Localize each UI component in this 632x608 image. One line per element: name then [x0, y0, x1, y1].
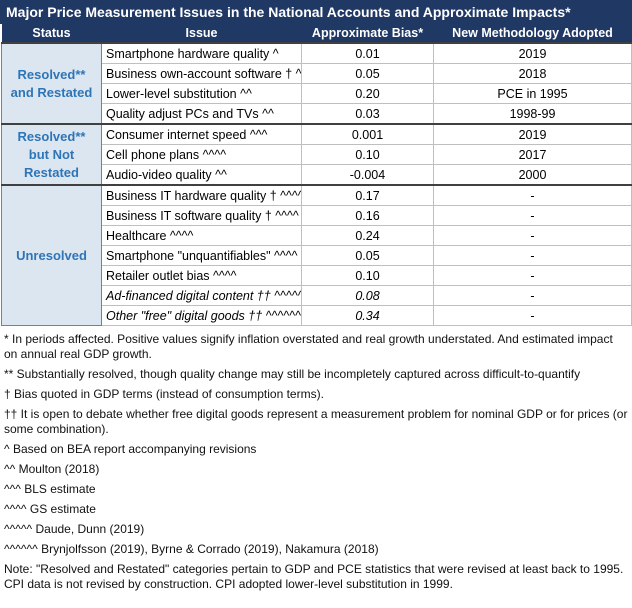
header-cell: Issue [101, 24, 302, 43]
status-cell: Resolved** and Restated [1, 42, 102, 125]
method-cell: 2017 [433, 144, 632, 165]
method-cell: - [433, 245, 632, 266]
row: Resolved** but Not Restated Consumer inte… [1, 123, 632, 186]
bias-cell: 0.03 [301, 103, 434, 125]
issue-cell: Healthcare ^^^^ [101, 225, 302, 246]
footnote: † Bias quoted in GDP terms (instead of c… [4, 387, 324, 401]
issue-cell: Consumer internet speed ^^^ [101, 123, 302, 145]
method-cell: 2000 [433, 164, 632, 186]
row: Business IT software quality † ^^^^ 0.16- [2, 205, 632, 226]
bias-cell: 0.16 [301, 205, 434, 226]
issue-cell: Quality adjust PCs and TVs ^^ [101, 103, 302, 125]
row: Audio-video quality ^^ -0.004 2000 [2, 164, 632, 186]
bias-cell: -0.004 [301, 164, 434, 186]
footnote: ^^^^ GS estimate [4, 502, 96, 516]
issue-cell: Business IT hardware quality † ^^^^ [101, 184, 302, 206]
footnote: ** Substantially resolved, though qualit… [4, 367, 581, 381]
method-cell: 1998-99 [433, 103, 632, 125]
issue-cell: Smartphone hardware quality ^ [101, 42, 302, 64]
row: Other "free" digital goods †† ^^^^^^ 0.34… [2, 305, 632, 326]
method-cell: - [433, 205, 632, 226]
row: Cell phone plans ^^^^ 0.10 2017 [2, 144, 632, 165]
bias-cell: 0.01 [301, 42, 434, 64]
issue-cell: Business own-account software † ^ [101, 63, 302, 84]
footnote: ^ Based on BEA report accompanying revis… [4, 442, 257, 456]
issue-cell: Ad-financed digital content †† ^^^^^^ [101, 285, 302, 306]
method-cell: - [433, 184, 632, 206]
row: Resolved** and Restated Smartphone hardwa… [1, 42, 632, 125]
row: Retailer outlet bias ^^^^ 0.10- [2, 265, 632, 286]
status-cell: Unresolved [1, 184, 102, 326]
bias-cell: 0.34 [301, 305, 434, 326]
method-cell: - [433, 265, 632, 286]
method-cell: - [433, 285, 632, 306]
bias-cell: 0.05 [301, 245, 434, 266]
title: Major Price Measurement Issues in the Na… [0, 0, 632, 24]
issue-cell: Audio-video quality ^^ [101, 164, 302, 186]
header-cell: New Methodology Adopted [433, 24, 632, 43]
issue-cell: Retailer outlet bias ^^^^ [101, 265, 302, 286]
bias-cell: 0.08 [301, 285, 434, 306]
bias-cell: 0.05 [301, 63, 434, 84]
issue-cell: Smartphone "unquantifiables" ^^^^ [101, 245, 302, 266]
footnote: ^^^^^^ Brynjolfsson (2019), Byrne & Corr… [4, 542, 379, 556]
method-cell: PCE in 1995 [433, 83, 632, 104]
bias-cell: 0.10 [301, 144, 434, 165]
row: Smartphone "unquantifiables" ^^^^ 0.05- [2, 245, 632, 266]
method-cell: 2019 [433, 123, 632, 145]
method-cell: - [433, 225, 632, 246]
footnote: †† It is open to debate whether free dig… [4, 407, 628, 436]
status-cell: Resolved** but Not Restated [1, 123, 102, 186]
method-cell: 2019 [433, 42, 632, 64]
bias-cell: 0.24 [301, 225, 434, 246]
issue-cell: Other "free" digital goods †† ^^^^^^ [101, 305, 302, 326]
row: Lower-level substitution ^^ 0.20 PCE in 19… [2, 83, 632, 104]
bias-cell: 0.17 [301, 184, 434, 206]
header-row: Status Issue Approximate Bias* New Methodol… [1, 24, 632, 43]
footnote: * In periods affected. Positive values s… [4, 332, 613, 361]
row: Unresolved Business IT hardware quality †… [1, 184, 632, 326]
header-cell: Status [1, 24, 102, 43]
issue-cell: Cell phone plans ^^^^ [101, 144, 302, 165]
footnotes: * In periods affected. Positive values s… [0, 326, 632, 592]
row: Ad-financed digital content †† ^^^^^^ 0.0… [2, 285, 632, 306]
bias-cell: 0.10 [301, 265, 434, 286]
issue-cell: Lower-level substitution ^^ [101, 83, 302, 104]
footnote: ^^^^^ Daude, Dunn (2019) [4, 522, 145, 536]
issue-cell: Business IT software quality † ^^^^ [101, 205, 302, 226]
method-cell: 2018 [433, 63, 632, 84]
header-cell: Approximate Bias* [301, 24, 434, 43]
footnote: Note: "Resolved and Restated" categories… [4, 562, 624, 591]
table: Status Issue Approximate Bias* New Methodol… [1, 24, 632, 326]
method-cell: - [433, 305, 632, 326]
footnote: ^^^ BLS estimate [4, 482, 96, 496]
bias-cell: 0.20 [301, 83, 434, 104]
bias-cell: 0.001 [301, 123, 434, 145]
footnote: ^^ Moulton (2018) [4, 462, 100, 476]
